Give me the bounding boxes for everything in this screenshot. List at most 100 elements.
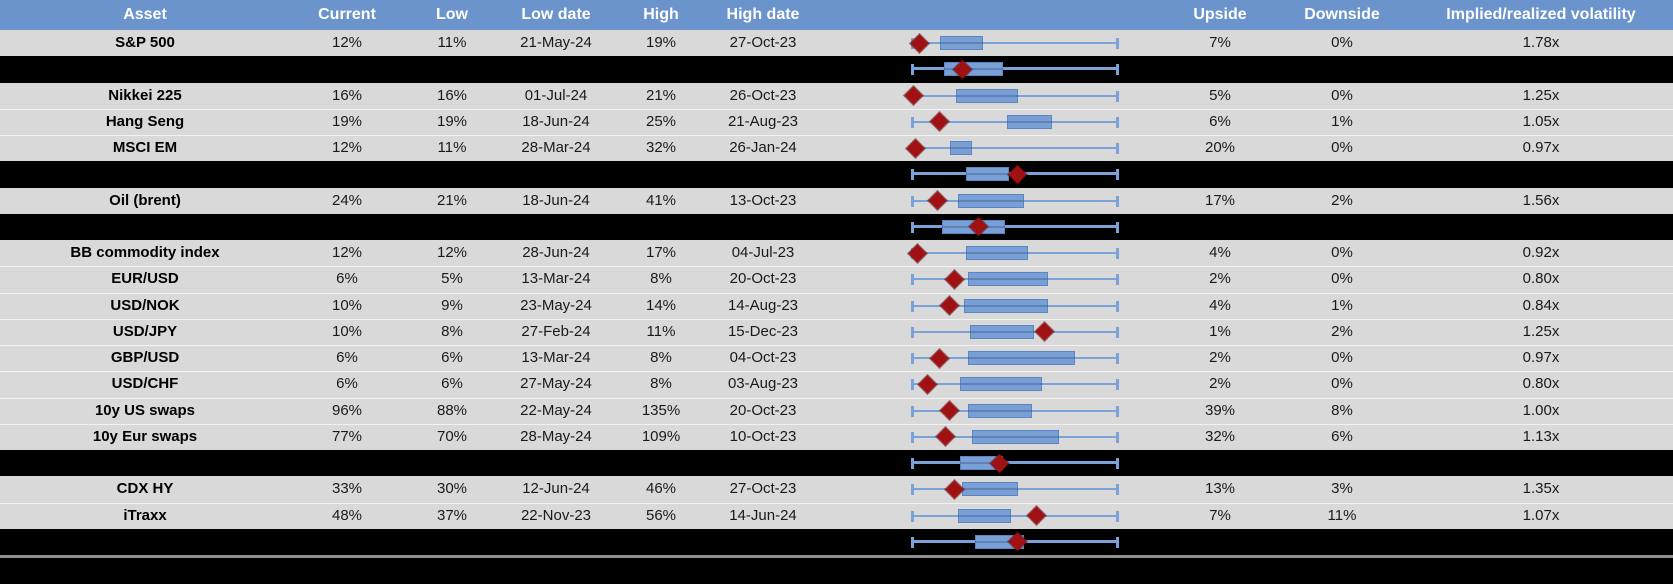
cell-downside: 3% bbox=[1331, 480, 1353, 498]
cell-upside: 6% bbox=[1209, 112, 1231, 130]
table-row: Hang Seng 19% 19% 18-Jun-24 25% 21-Aug-23 6% 1%… bbox=[0, 108, 1673, 135]
whisker-cap-right bbox=[1116, 431, 1119, 443]
cell-downside: 0% bbox=[1331, 86, 1353, 104]
table-row: iTraxx 48% 37% 22-Nov-23 56% 14-Jun-24 7% 11% 1.… bbox=[0, 502, 1673, 529]
cell-upside: 2% bbox=[1209, 349, 1231, 366]
cell-implied: 1.25x bbox=[1522, 322, 1560, 340]
cell-asset: S&P 500 bbox=[115, 34, 175, 51]
cell-high: 11% bbox=[646, 322, 676, 340]
current-level-diamond-icon bbox=[904, 137, 926, 159]
cell-asset: iTraxx bbox=[123, 506, 167, 524]
whisker-cap-left bbox=[911, 536, 914, 548]
cell-high-date: 26-Jan-24 bbox=[729, 139, 797, 156]
cell-implied: 0.80x bbox=[1522, 270, 1560, 288]
range-box-midline bbox=[943, 68, 1004, 71]
cell-high: 8% bbox=[650, 349, 672, 366]
whisker-line bbox=[913, 461, 1118, 464]
current-level-diamond-icon bbox=[939, 399, 961, 422]
current-level-diamond-icon bbox=[926, 189, 949, 212]
cell-upside: 17% bbox=[1204, 191, 1236, 209]
whisker-cap-right bbox=[1116, 221, 1119, 233]
whisker-cap-right bbox=[1116, 300, 1119, 312]
table-row: 10y Eur swaps 77% 70% 28-May-24 109% 10-Oct-2… bbox=[0, 423, 1673, 450]
table-row: USD/CHF 6% 6% 27-May-24 8% 03-Aug-23 2% 0% 0.80x bbox=[0, 371, 1673, 398]
cell-low-date: 21-May-24 bbox=[520, 34, 592, 51]
cell-high: 8% bbox=[650, 270, 672, 288]
range-box bbox=[970, 324, 1034, 339]
current-level-diamond-icon bbox=[929, 347, 951, 369]
cell-low: 16% bbox=[436, 86, 468, 104]
cell-high-date: 04-Oct-23 bbox=[729, 349, 797, 366]
range-box bbox=[960, 377, 1043, 392]
cell-upside: 4% bbox=[1209, 296, 1231, 314]
cell-implied: 0.97x bbox=[1522, 349, 1560, 366]
cell-asset: 10y US swaps bbox=[94, 401, 196, 419]
cell-implied: 0.97x bbox=[1522, 139, 1560, 156]
cell-high: 14% bbox=[645, 296, 677, 314]
cell-asset: USD/CHF bbox=[111, 375, 179, 393]
cell-high-date: 04-Jul-23 bbox=[731, 244, 795, 261]
range-box-midline bbox=[966, 173, 1010, 176]
cell-asset: GBP/USD bbox=[110, 349, 180, 366]
cell-asset: Oil (brent) bbox=[109, 191, 181, 209]
range-box bbox=[966, 246, 1028, 260]
cell-high-date: 13-Oct-23 bbox=[729, 191, 797, 209]
cell-upside: 2% bbox=[1209, 270, 1231, 288]
cell-high-date: 20-Oct-23 bbox=[729, 401, 797, 419]
cell-downside: 2% bbox=[1331, 322, 1353, 340]
column-header-current: Current bbox=[318, 6, 376, 23]
table-row: MSCI EM 12% 11% 28-Mar-24 32% 26-Jan-24 20% 0% 0… bbox=[0, 135, 1673, 162]
separator-row bbox=[0, 56, 1673, 83]
cell-implied: 1.35x bbox=[1522, 480, 1560, 498]
whisker-cap-left bbox=[911, 484, 914, 496]
cell-low-date: 13-Mar-24 bbox=[521, 349, 591, 366]
cell-low: 11% bbox=[437, 34, 467, 51]
separator-row bbox=[0, 528, 1673, 555]
cell-implied: 1.07x bbox=[1522, 506, 1560, 524]
whisker-cap-left bbox=[911, 458, 914, 469]
cell-high: 17% bbox=[645, 244, 677, 261]
cell-downside: 1% bbox=[1331, 296, 1353, 314]
range-box-midline bbox=[960, 462, 1004, 464]
cell-downside: 6% bbox=[1331, 427, 1353, 445]
cell-downside: 0% bbox=[1331, 349, 1353, 366]
range-box-midline bbox=[949, 147, 973, 149]
current-level-diamond-icon bbox=[1025, 504, 1047, 527]
cell-high: 8% bbox=[650, 375, 672, 393]
column-header-high: High bbox=[643, 6, 679, 23]
cell-implied: 1.05x bbox=[1522, 112, 1560, 130]
range-box bbox=[958, 508, 1012, 523]
cell-high-date: 10-Oct-23 bbox=[729, 427, 797, 445]
cell-downside: 11% bbox=[1327, 506, 1357, 524]
cell-downside: 0% bbox=[1331, 375, 1353, 393]
cell-low: 88% bbox=[436, 401, 468, 419]
cell-downside: 0% bbox=[1331, 139, 1353, 156]
range-box-midline bbox=[1007, 120, 1053, 123]
cell-current: 96% bbox=[331, 401, 363, 419]
current-level-diamond-icon bbox=[943, 478, 965, 500]
range-box-midline bbox=[962, 488, 1018, 491]
current-level-diamond-icon bbox=[929, 111, 951, 133]
whisker-cap-right bbox=[1116, 405, 1119, 417]
cell-upside: 13% bbox=[1204, 480, 1236, 498]
column-header-high-date: High date bbox=[726, 6, 800, 23]
cell-upside: 5% bbox=[1209, 86, 1231, 104]
whisker-cap-left bbox=[911, 353, 914, 364]
cell-downside: 1% bbox=[1331, 112, 1353, 130]
table-row: USD/NOK 10% 9% 23-May-24 14% 14-Aug-23 4% 1% 0.8… bbox=[0, 292, 1673, 319]
cell-low: 11% bbox=[437, 139, 467, 156]
range-box-midline bbox=[958, 514, 1012, 517]
cell-upside: 2% bbox=[1209, 375, 1231, 393]
cell-low-date: 28-May-24 bbox=[520, 427, 592, 445]
cell-upside: 7% bbox=[1209, 34, 1231, 51]
cell-asset: USD/NOK bbox=[110, 296, 180, 314]
cell-low-date: 27-Feb-24 bbox=[521, 322, 591, 340]
separator-row bbox=[0, 450, 1673, 477]
column-header-low: Low bbox=[436, 6, 468, 23]
bottom-black-band bbox=[0, 555, 1673, 584]
cell-implied: 1.13x bbox=[1522, 427, 1560, 445]
cell-implied: 0.92x bbox=[1522, 244, 1560, 261]
cell-low-date: 28-Mar-24 bbox=[521, 139, 591, 156]
range-box-midline bbox=[968, 409, 1032, 412]
table-row: S&P 500 12% 11% 21-May-24 19% 27-Oct-23 7% 0% 1.… bbox=[0, 30, 1673, 57]
